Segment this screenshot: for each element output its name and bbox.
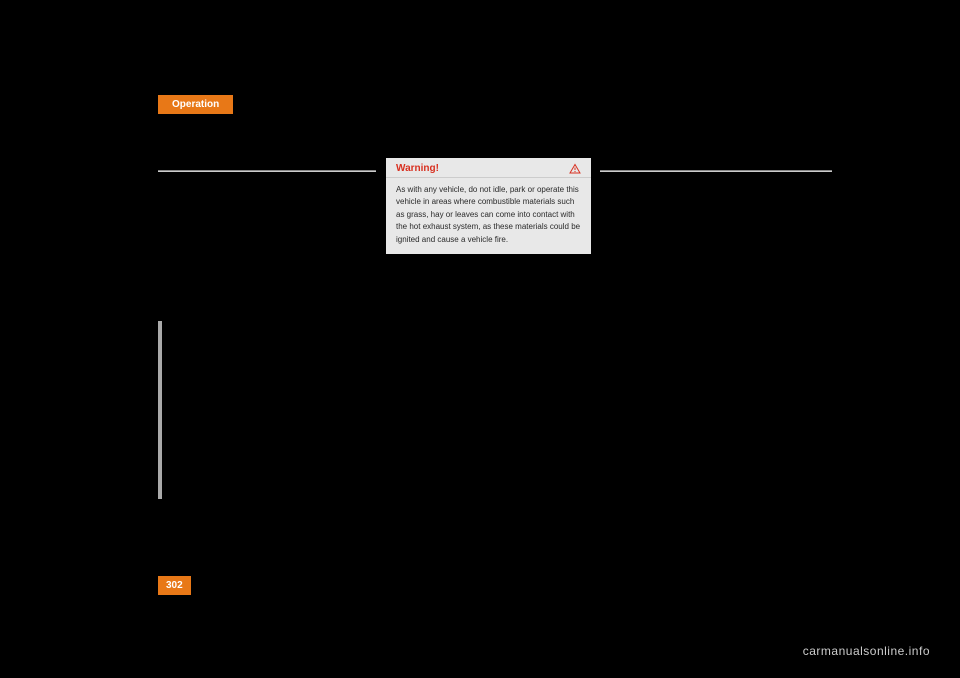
divider-left bbox=[158, 170, 376, 172]
watermark: carmanualsonline.info bbox=[803, 644, 930, 658]
warning-box: Warning! As with any vehicle, do not idl… bbox=[386, 158, 591, 254]
manual-page: Operation Warning! As with any vehicle, … bbox=[158, 95, 832, 605]
divider-right bbox=[600, 170, 832, 172]
warning-body: As with any vehicle, do not idle, park o… bbox=[386, 178, 591, 254]
page-number-value: 302 bbox=[166, 580, 183, 591]
warning-triangle-icon bbox=[569, 162, 581, 174]
warning-title: Warning! bbox=[396, 163, 439, 174]
section-tab: Operation bbox=[158, 95, 233, 114]
page-number: 302 bbox=[158, 576, 191, 595]
sidebar-indicator bbox=[158, 321, 162, 499]
section-tab-label: Operation bbox=[172, 99, 219, 110]
warning-header: Warning! bbox=[386, 158, 591, 178]
